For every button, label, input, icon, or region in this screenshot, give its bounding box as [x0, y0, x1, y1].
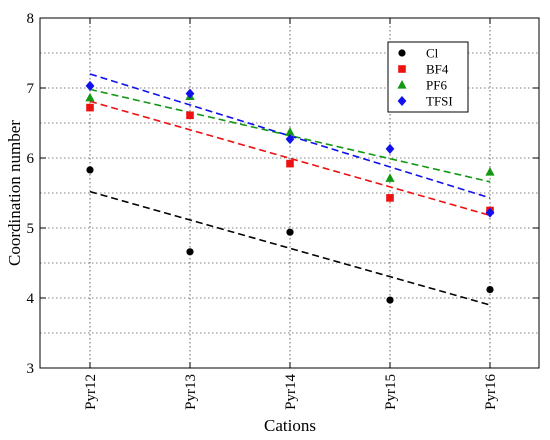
data-point — [86, 103, 94, 112]
data-point — [185, 88, 195, 99]
data-point — [485, 207, 495, 218]
x-tick-labels: Pyr12 Pyr13 Pyr14 Pyr15 Pyr16 — [83, 374, 499, 410]
data-point — [186, 248, 194, 256]
data-point — [397, 80, 407, 89]
fit-line — [89, 88, 491, 183]
legend-label: BF4 — [426, 62, 449, 77]
x-tick-label: Pyr13 — [183, 374, 199, 410]
grid — [40, 18, 539, 368]
data-point — [385, 143, 395, 154]
x-tick-label: Pyr16 — [483, 374, 499, 410]
data-point — [486, 286, 494, 294]
y-axis-label: Coordination number — [5, 120, 24, 266]
x-tick-label: Pyr15 — [383, 374, 399, 410]
x-tick-label: Pyr14 — [283, 374, 299, 410]
y-tick-label: 8 — [27, 11, 35, 27]
data-point — [386, 296, 394, 304]
legend-label: PF6 — [426, 78, 447, 93]
data-point — [286, 228, 294, 236]
y-tick-label: 5 — [27, 221, 35, 237]
data-point — [398, 49, 406, 57]
data-point — [386, 194, 394, 202]
y-tick-label: 6 — [27, 151, 35, 167]
x-tick-label: Pyr12 — [83, 374, 99, 410]
legend-label: Cl — [426, 46, 439, 61]
x-axis-label: Cations — [264, 416, 316, 435]
data-point — [86, 166, 94, 174]
data-point — [398, 65, 406, 73]
data-point — [397, 96, 407, 106]
y-tick-label: 7 — [27, 81, 35, 97]
ticks — [40, 18, 539, 368]
data-point — [285, 134, 295, 145]
fit-line — [89, 190, 491, 306]
data-points — [85, 80, 495, 304]
legend-label: TFSI — [426, 94, 453, 109]
data-point — [285, 127, 295, 136]
data-point — [85, 80, 95, 91]
data-point — [485, 167, 495, 176]
data-point — [286, 159, 294, 168]
data-point — [385, 173, 395, 182]
y-tick-label: 4 — [27, 291, 35, 307]
data-point — [85, 92, 95, 102]
data-point — [186, 111, 194, 120]
fit-line — [89, 100, 491, 217]
y-tick-label: 3 — [27, 361, 35, 377]
y-tick-labels: 3 4 5 6 7 8 — [27, 11, 35, 377]
